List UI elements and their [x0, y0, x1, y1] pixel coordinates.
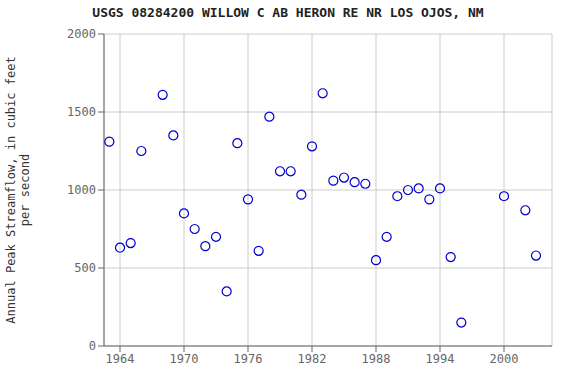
- svg-text:1964: 1964: [106, 352, 135, 366]
- svg-text:2000: 2000: [67, 27, 96, 41]
- svg-text:500: 500: [74, 261, 96, 275]
- svg-text:1988: 1988: [362, 352, 391, 366]
- svg-text:1970: 1970: [170, 352, 199, 366]
- html-text:USGS 08284200 WILLOW C AB HERO: USGS 08284200 WILLOW C AB HERON RE NR LO…: [92, 5, 484, 20]
- svg-text:1976: 1976: [234, 352, 263, 366]
- svg-text:1000: 1000: [67, 183, 96, 197]
- svg-text:Annual Peak Streamflow, in cub: Annual Peak Streamflow, in cubic feetper…: [8, 56, 32, 323]
- svg-text:1994: 1994: [426, 352, 455, 366]
- svg-text:1500: 1500: [67, 105, 96, 119]
- svg-text:2000: 2000: [490, 352, 519, 366]
- svg-text:0: 0: [89, 339, 96, 353]
- svg-text:1982: 1982: [298, 352, 327, 366]
